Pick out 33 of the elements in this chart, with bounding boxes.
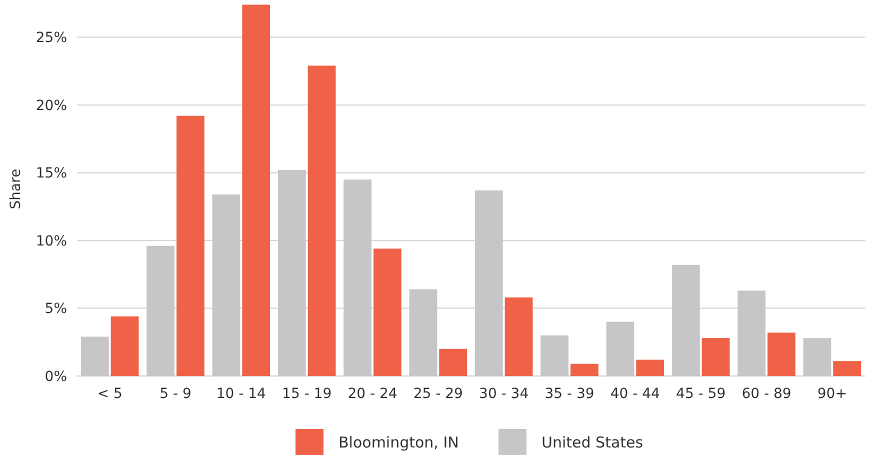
- x-tick-label: 30 - 34: [479, 386, 529, 402]
- bar: [176, 116, 204, 376]
- bar: [110, 316, 139, 376]
- y-tick-label: 15%: [36, 166, 67, 182]
- y-tick-label: 10%: [36, 233, 67, 250]
- bar: [374, 248, 402, 376]
- bar: [768, 332, 796, 376]
- x-tick-label: < 5: [97, 386, 122, 402]
- bar: [570, 364, 598, 376]
- bar: [636, 360, 664, 376]
- x-tick-label: 45 - 59: [676, 386, 726, 402]
- y-axis-title: Share: [8, 168, 24, 210]
- x-tick-label: 60 - 89: [742, 386, 792, 402]
- x-tick-label: 5 - 9: [160, 386, 192, 402]
- x-tick-label: 35 - 39: [544, 386, 594, 402]
- y-tick-label: 25%: [36, 30, 67, 46]
- y-tick-label: 0%: [44, 368, 67, 385]
- y-tick-label: 5%: [44, 301, 67, 318]
- x-tick-label: 25 - 29: [413, 386, 463, 402]
- bar: [702, 338, 730, 376]
- bar: [439, 348, 468, 376]
- x-tick-label: 15 - 19: [282, 386, 332, 402]
- y-tick-label: 20%: [36, 98, 67, 114]
- bar: [308, 66, 336, 376]
- bar: [242, 4, 270, 376]
- x-tick-label: 40 - 44: [610, 386, 660, 402]
- bar: [504, 297, 533, 376]
- x-tick-label: 90+: [817, 386, 847, 402]
- bar: [833, 361, 862, 376]
- x-tick-label: 10 - 14: [216, 386, 266, 402]
- legend-label: Bloomington, IN: [338, 433, 459, 452]
- x-tick-label: 20 - 24: [348, 386, 398, 402]
- legend-label: United States: [542, 433, 644, 452]
